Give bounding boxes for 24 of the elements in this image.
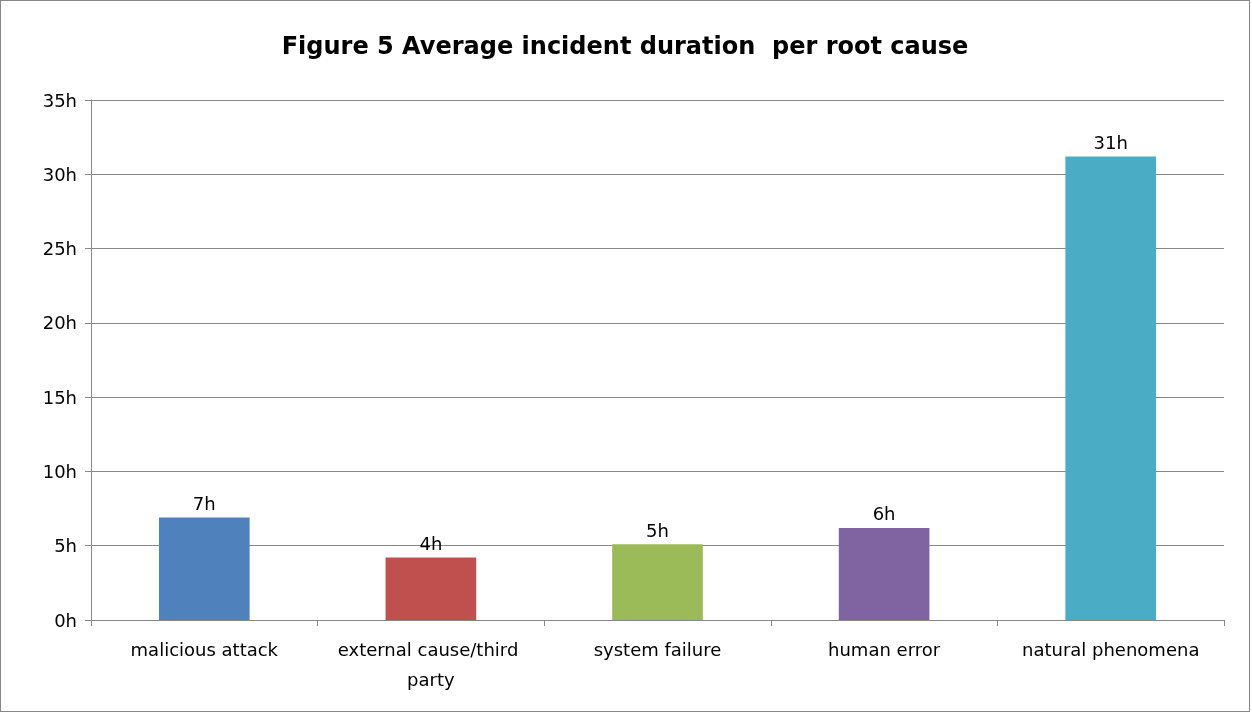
data-label: 31h [1093,131,1128,153]
data-label: 7h [192,492,216,514]
x-tick-label: malicious attack [130,638,279,660]
y-tick-label: 25h [42,238,77,260]
y-tick-label: 20h [42,312,77,334]
x-tick-label: human error [828,638,941,660]
y-tick-label: 15h [42,386,77,408]
x-tick-label: external cause/third party [337,638,525,690]
data-label: 6h [872,503,896,525]
y-tick-label: 5h [54,535,77,557]
y-tick-label: 35h [42,89,77,111]
bar [158,517,250,620]
bar [838,527,930,620]
x-tick-label: system failure [593,638,722,660]
y-tick-label: 0h [54,609,77,631]
x-tick-label: natural phenomena [1021,638,1200,660]
data-label: 4h [419,533,443,555]
data-label: 5h [646,519,669,541]
bar [1065,156,1157,620]
bar [385,557,477,620]
bar [612,544,703,620]
chart-title: Figure 5 Average incident duration per root cause [281,32,969,60]
y-tick-label: 10h [42,460,77,482]
y-tick-label: 30h [42,163,77,185]
